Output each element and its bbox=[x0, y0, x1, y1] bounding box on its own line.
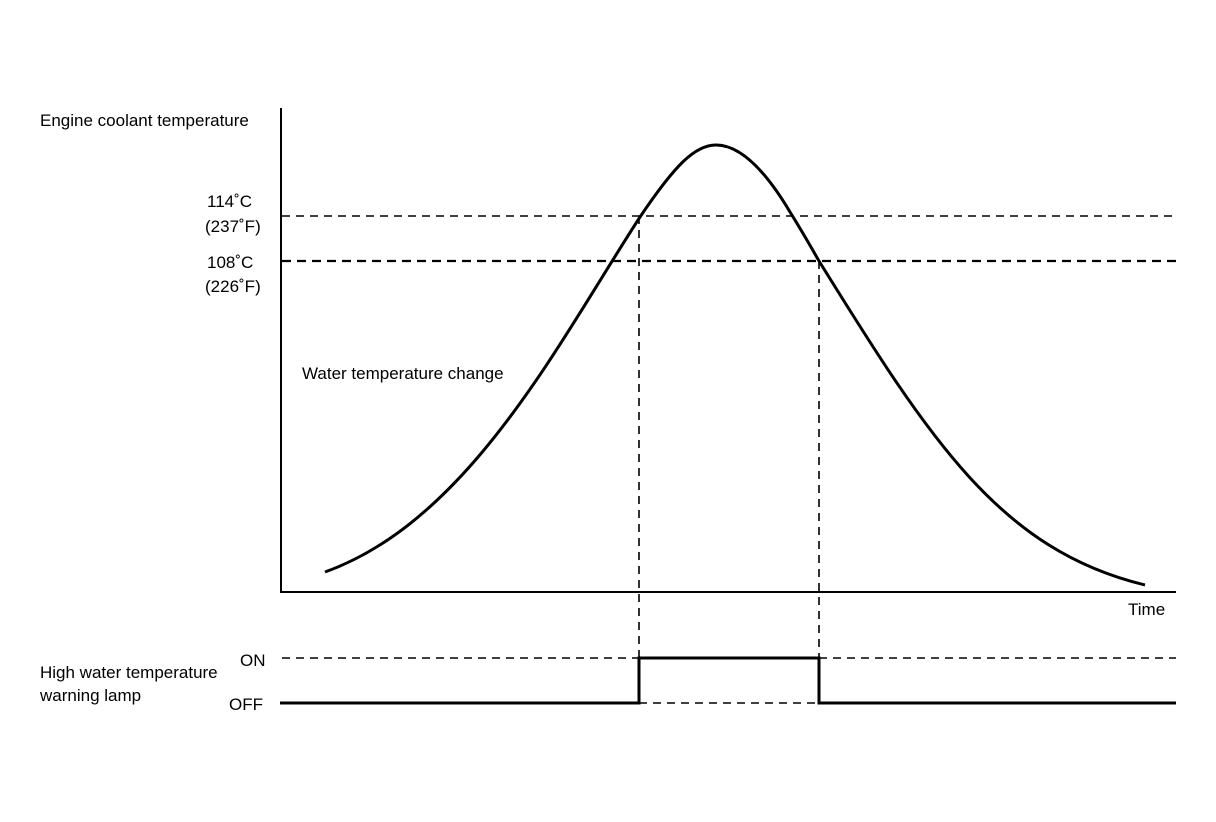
lamp-label-line1: High water temperature bbox=[40, 663, 218, 682]
threshold-108c-celsius: 108˚C bbox=[207, 253, 253, 272]
water-temperature-curve bbox=[324, 143, 1146, 587]
lamp-off-label: OFF bbox=[229, 695, 263, 714]
threshold-108c-fahrenheit: (226˚F) bbox=[205, 277, 261, 296]
y-axis-label: Engine coolant temperature bbox=[40, 111, 249, 130]
curve-label: Water temperature change bbox=[302, 364, 504, 383]
lamp-signal bbox=[280, 656, 1176, 705]
lamp-on-label: ON bbox=[240, 651, 266, 670]
threshold-114c-celsius: 114˚C bbox=[207, 192, 252, 211]
threshold-114c-fahrenheit: (237˚F) bbox=[205, 217, 261, 236]
lamp-label-line2: warning lamp bbox=[39, 686, 141, 705]
x-axis-label: Time bbox=[1128, 600, 1165, 619]
